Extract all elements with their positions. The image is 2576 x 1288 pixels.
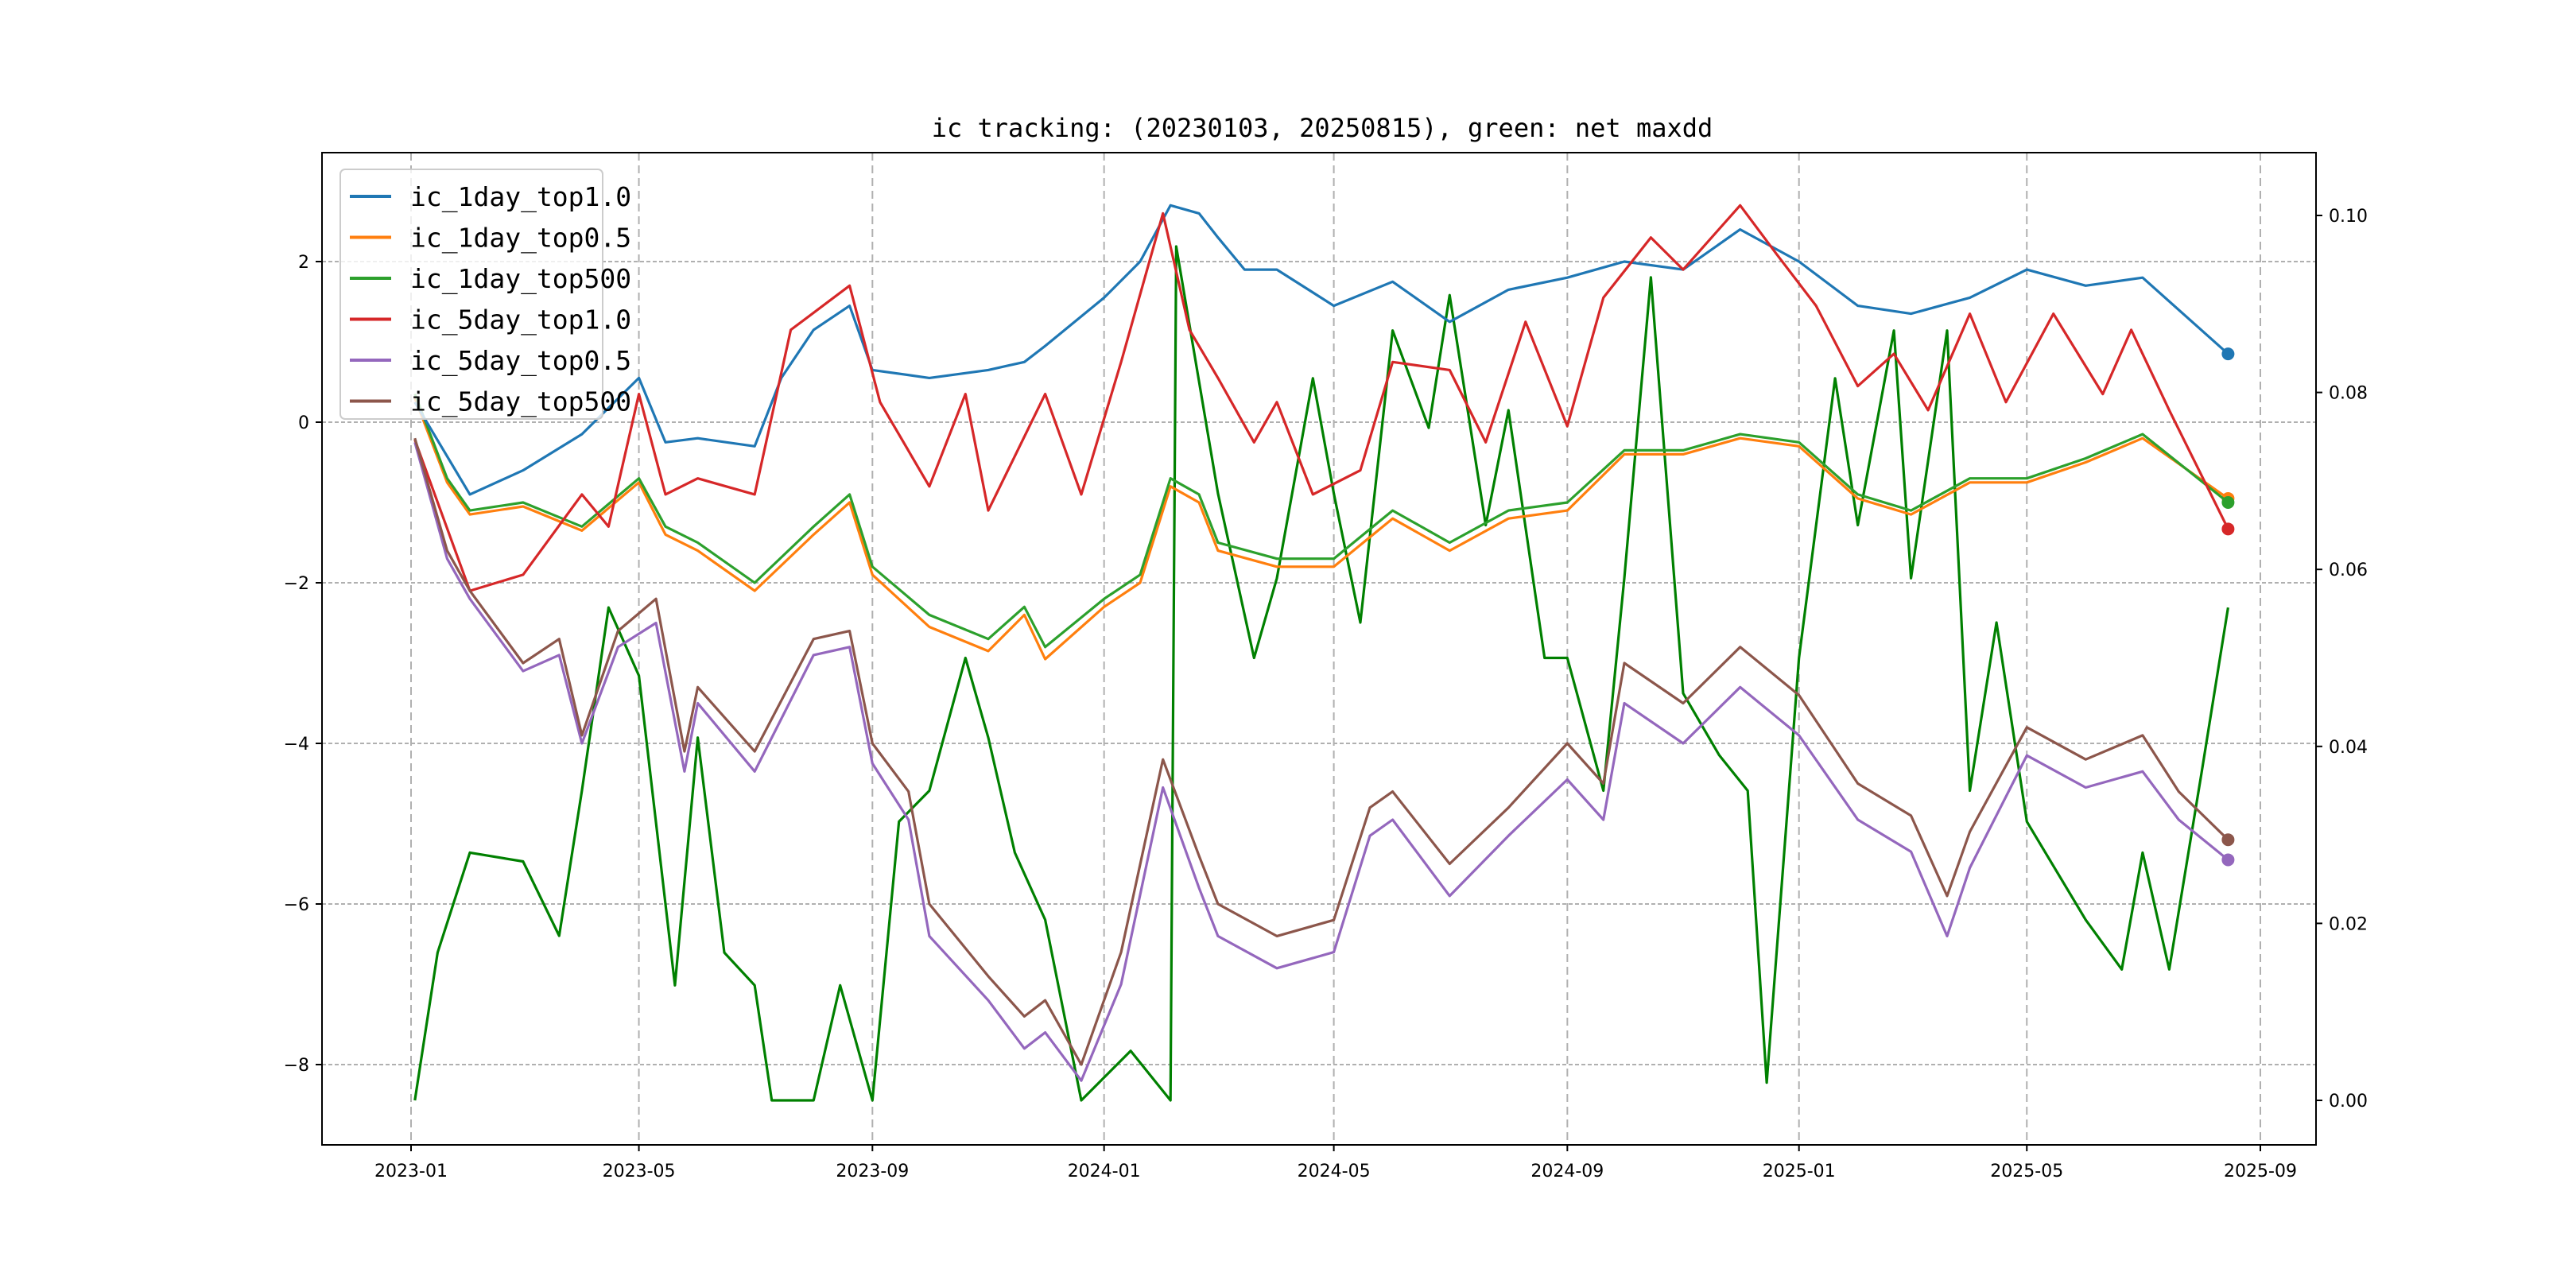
series-end-marker	[2221, 833, 2235, 847]
legend-label: ic_5day_top0.5	[410, 345, 631, 377]
x-tick-label: 2023-09	[836, 1162, 909, 1181]
series-line-ic-5day-top500	[413, 437, 2229, 1066]
x-tick-label: 2024-09	[1530, 1162, 1604, 1181]
legend-label: ic_5day_top500	[410, 386, 631, 418]
y-right-tick-label: 0.00	[2329, 1092, 2368, 1111]
y-right-tick-label: 0.06	[2329, 561, 2368, 580]
y-left-tick-label: −8	[284, 1056, 309, 1076]
y-left-tick-label: −2	[284, 574, 309, 594]
y-left-tick-label: 0	[298, 413, 309, 433]
legend: ic_1day_top1.0 ic_1day_top0.5 ic_1day_top5…	[339, 169, 631, 420]
legend-label: ic_1day_top1.0	[410, 181, 631, 213]
series-lines	[413, 204, 2235, 1102]
y-axis-left: 2 0 −2 −4 −6 −8	[284, 253, 322, 1076]
y-right-tick-label: 0.08	[2329, 384, 2368, 404]
y-axis-right: 0.10 0.08 0.06 0.04 0.02 0.00	[2316, 207, 2368, 1111]
x-tick-label: 2024-01	[1068, 1162, 1141, 1181]
x-tick-label: 2023-05	[603, 1162, 676, 1181]
legend-label: ic_1day_top500	[410, 263, 631, 295]
series-end-marker	[2221, 522, 2235, 536]
series-line-ic-1day-top1-0	[413, 204, 2229, 496]
y-right-tick-label: 0.10	[2329, 207, 2368, 227]
x-tick-label: 2025-09	[2224, 1162, 2297, 1181]
x-tick-label: 2023-01	[374, 1162, 448, 1181]
y-left-tick-label: 2	[298, 253, 309, 273]
series-end-marker	[2221, 347, 2235, 361]
series-line-net-maxdd	[413, 245, 2229, 1102]
y-right-tick-label: 0.04	[2329, 738, 2368, 758]
x-tick-label: 2024-05	[1298, 1162, 1371, 1181]
series-line-ic-5day-top1-0	[413, 204, 2229, 592]
legend-label: ic_5day_top1.0	[410, 305, 631, 336]
chart-title: ic tracking: (20230103, 20250815), green…	[932, 113, 1713, 143]
series-line-ic-1day-top0-5	[413, 398, 2229, 661]
series-end-marker	[2221, 853, 2235, 867]
y-left-tick-label: −6	[284, 895, 309, 915]
y-left-tick-label: −4	[284, 735, 309, 755]
x-axis: 2023-01 2023-05 2023-09 2024-01 2024-05 2024-…	[374, 1145, 2297, 1181]
legend-box	[339, 169, 603, 420]
x-tick-label: 2025-01	[1763, 1162, 1836, 1181]
y-right-tick-label: 0.02	[2329, 914, 2368, 934]
plot-frame	[321, 152, 2317, 1146]
series-line-ic-1day-top500	[413, 394, 2229, 649]
legend-label: ic_1day_top0.5	[410, 223, 631, 254]
x-tick-label: 2025-05	[1990, 1162, 2063, 1181]
series-line-ic-5day-top0-5	[413, 441, 2229, 1082]
grid	[322, 153, 2316, 1145]
series-end-marker	[2221, 496, 2235, 509]
